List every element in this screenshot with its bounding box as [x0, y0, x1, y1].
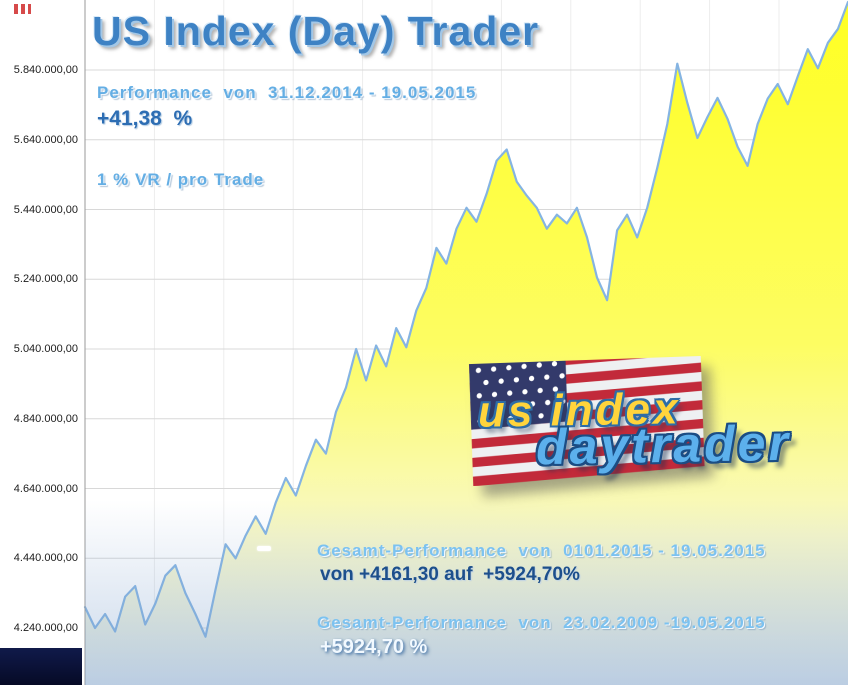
gesamt-performance-recent-label: Gesamt-Performance von 0101.2015 - 19.05… — [317, 541, 766, 560]
gesamt-performance-total-value: +5924,70 % — [320, 636, 428, 658]
y-axis-label: 4.240.000,00 — [13, 622, 78, 634]
gesamt-performance-total-label: Gesamt-Performance von 23.02.2009 -19.05… — [317, 613, 766, 632]
cursor-artifact — [257, 546, 271, 551]
y-axis-label: 4.640.000,00 — [13, 483, 78, 495]
y-axis-label: 5.240.000,00 — [13, 273, 78, 285]
performance-period-label: Performance von 31.12.2014 - 19.05.2015 — [97, 83, 477, 102]
chart-title: US Index (Day) Trader — [92, 8, 540, 54]
logo-text-daytrader: daytrader — [535, 414, 792, 476]
gesamt-performance-recent-value: von +4161,30 auf +5924,70% — [320, 564, 580, 585]
performance-value: +41,38 % — [97, 107, 193, 130]
us-flag-logo — [466, 343, 708, 487]
y-axis-label: 5.840.000,00 — [13, 64, 78, 76]
y-axis-label: 5.440.000,00 — [13, 204, 78, 216]
y-axis-label: 4.840.000,00 — [13, 413, 78, 425]
y-axis-label: 4.440.000,00 — [13, 552, 78, 564]
y-axis-label: 5.640.000,00 — [13, 134, 78, 146]
y-axis-label: 5.040.000,00 — [13, 343, 78, 355]
us-flag-icon — [469, 343, 705, 487]
risk-per-trade-label: 1 % VR / pro Trade — [97, 170, 265, 189]
bottom-left-fragment — [0, 648, 82, 685]
corner-artifact — [14, 4, 31, 14]
